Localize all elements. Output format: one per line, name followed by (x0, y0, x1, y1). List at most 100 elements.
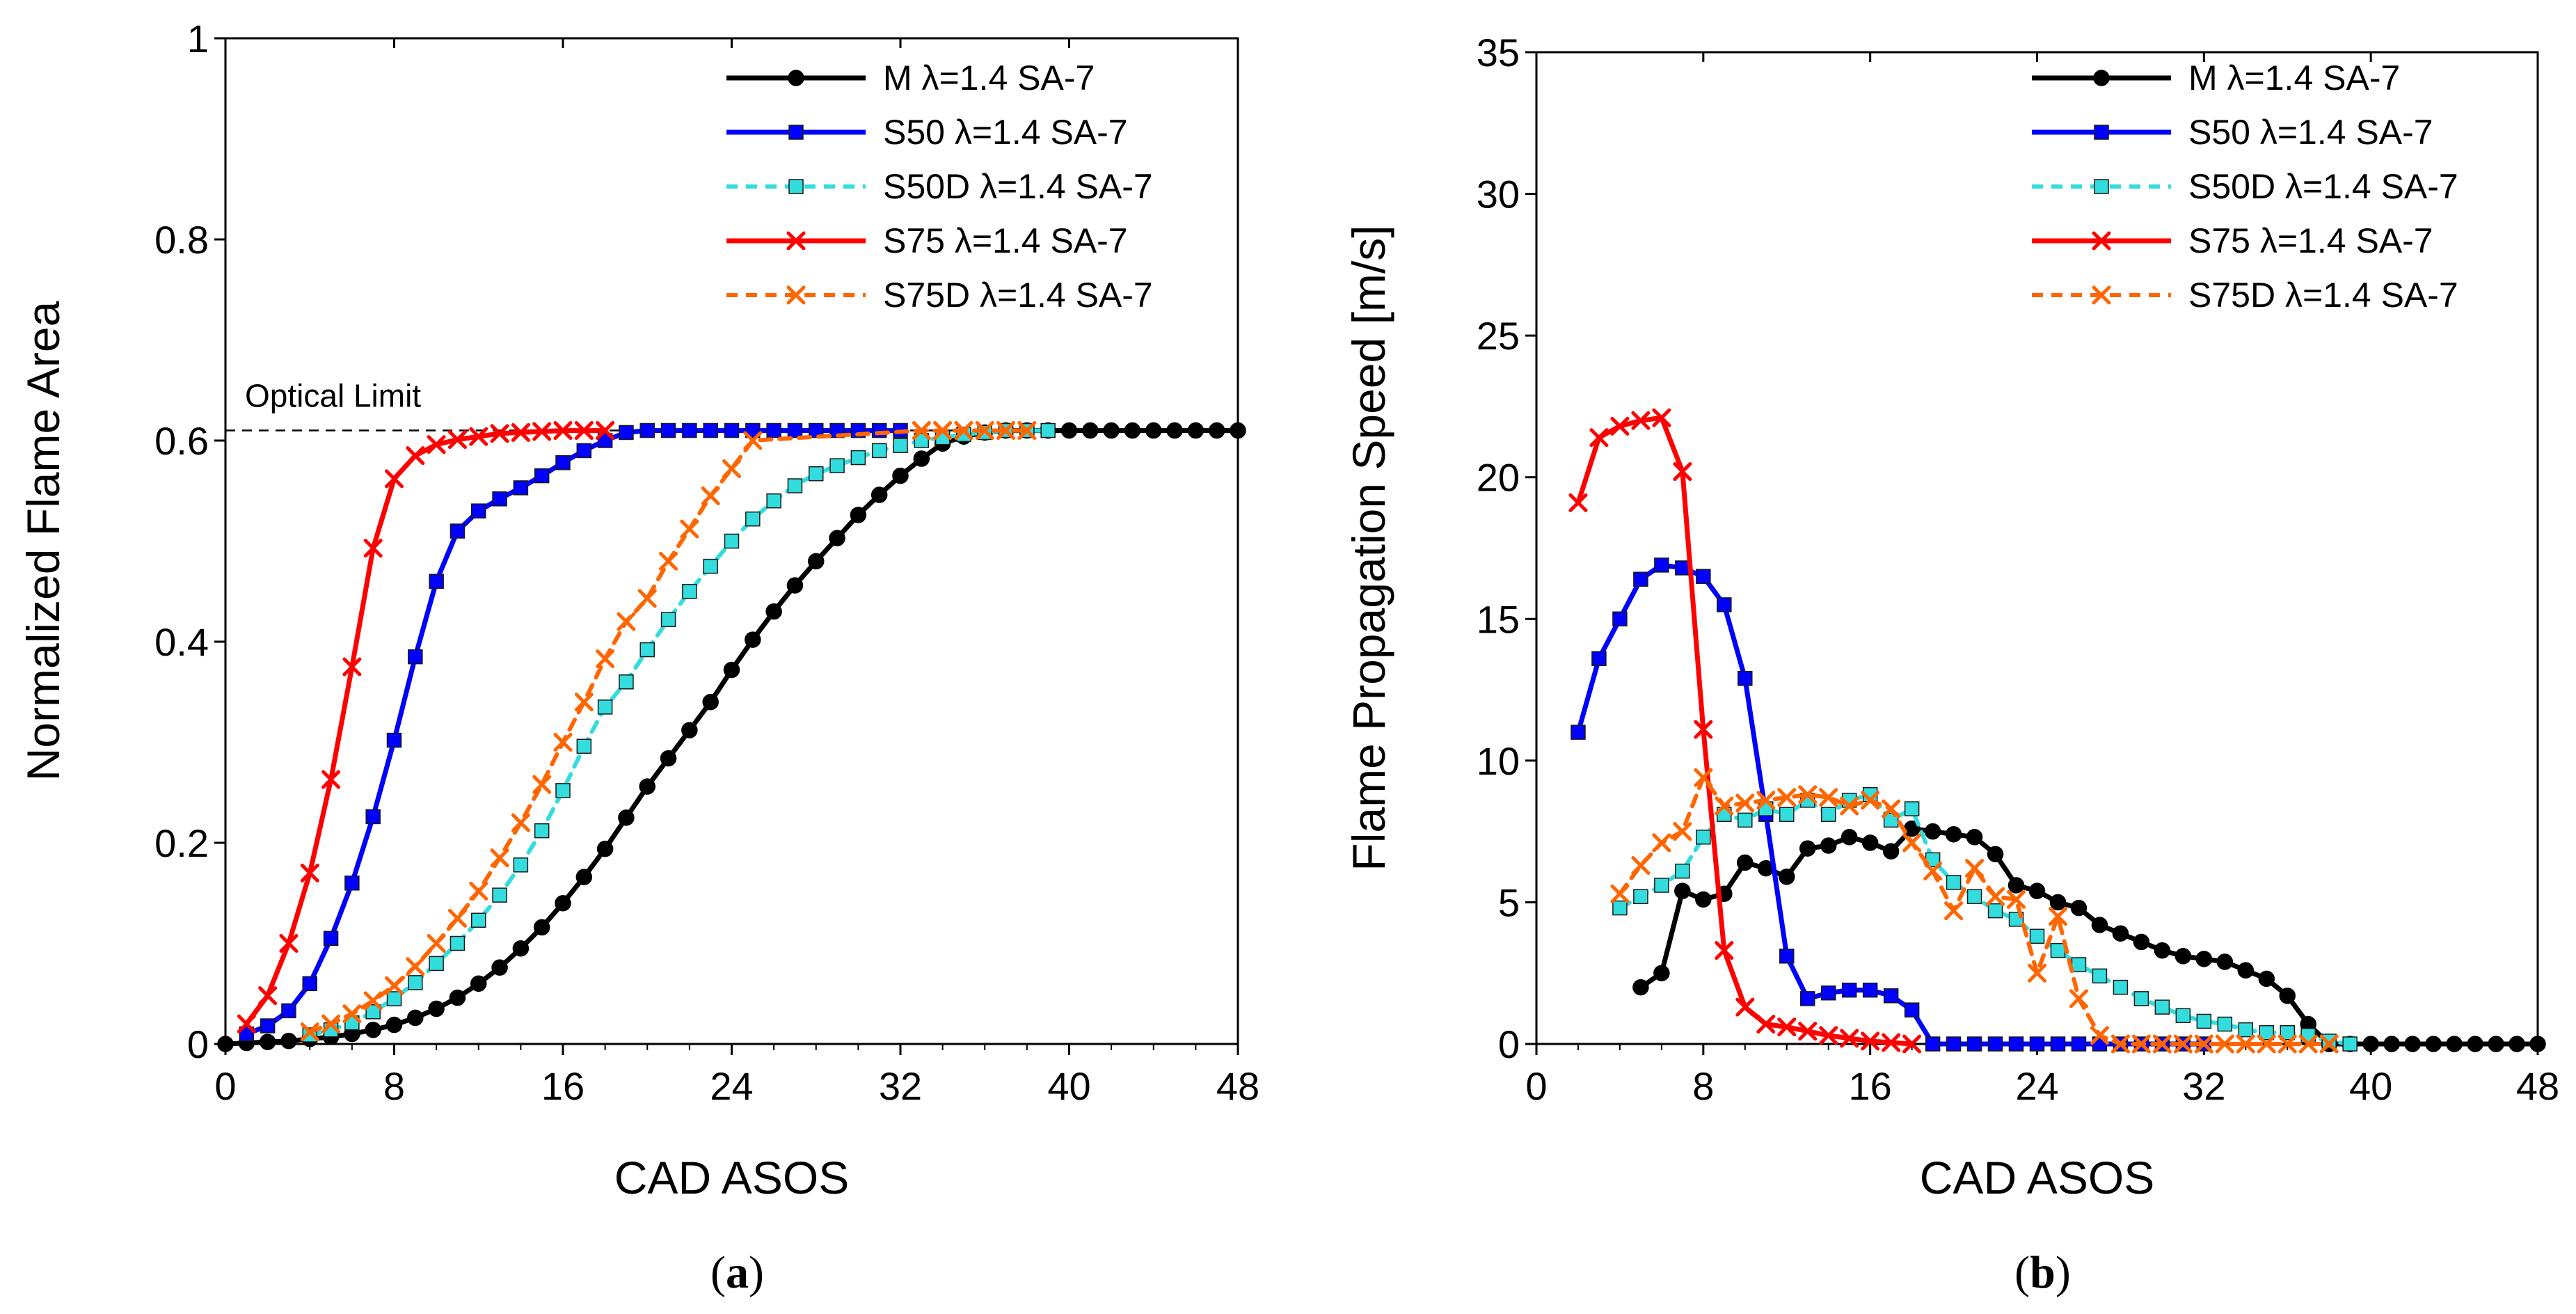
data-point (1696, 569, 1711, 584)
data-point (2008, 1036, 2024, 1052)
legend-item-s75: S75 λ=1.4 SA-7 (726, 221, 1128, 260)
data-point (1756, 1015, 1776, 1034)
legend-label: S75 λ=1.4 SA-7 (2188, 221, 2433, 260)
data-point (449, 989, 466, 1006)
data-point (1945, 825, 1962, 843)
legend-item-s75d: S75D λ=1.4 SA-7 (726, 276, 1153, 315)
y-tick-label: 20 (1477, 456, 1520, 500)
data-point (279, 934, 299, 953)
data-point (237, 1014, 256, 1034)
data-point (1571, 725, 1586, 740)
data-point (511, 422, 530, 442)
x-tick-label: 48 (1216, 1064, 1259, 1108)
caption-paren-open: ( (710, 1247, 726, 1298)
data-point (1715, 941, 1734, 960)
data-point (2467, 1036, 2483, 1052)
data-point (1841, 982, 1857, 998)
legend-item-s50: S50 λ=1.4 SA-7 (726, 113, 1128, 152)
data-point (597, 433, 613, 448)
data-point (596, 649, 615, 669)
legend-label: S75 λ=1.4 SA-7 (883, 221, 1128, 260)
data-point (893, 438, 908, 453)
data-point (597, 699, 613, 715)
x-tick-label: 40 (2349, 1064, 2392, 1108)
data-point (553, 733, 573, 752)
data-point (1882, 799, 1901, 818)
data-point (2446, 1036, 2463, 1052)
data-point (2258, 970, 2275, 988)
data-point (1987, 1036, 2003, 1052)
data-point (2196, 1013, 2212, 1029)
data-point (555, 783, 571, 798)
data-point (260, 1018, 276, 1034)
panel-caption: (b) (2014, 1247, 2071, 1298)
data-point (809, 422, 824, 438)
data-point (680, 519, 699, 539)
x-tick-label: 48 (2516, 1064, 2559, 1108)
data-point (1819, 788, 1838, 807)
data-point (617, 612, 636, 631)
data-point (637, 589, 657, 608)
data-point (2007, 889, 2026, 909)
series-m (1632, 820, 2546, 1052)
data-point (1632, 979, 1649, 996)
data-point (511, 813, 530, 832)
data-point (1738, 812, 1753, 828)
data-point (2133, 933, 2150, 951)
x-tick-label: 16 (541, 1064, 585, 1108)
y-tick-label: 0.4 (154, 620, 209, 664)
data-point (576, 443, 592, 459)
series-s75d (1610, 768, 2339, 1054)
data-point (428, 1000, 445, 1018)
data-point (532, 422, 552, 441)
data-point (281, 1003, 296, 1019)
data-point (365, 1022, 381, 1038)
data-point (490, 848, 509, 868)
data-point (447, 430, 467, 450)
legend-item-s75d: S75D λ=1.4 SA-7 (2032, 276, 2458, 315)
data-point (745, 422, 761, 438)
data-point (2238, 1022, 2254, 1038)
data-point (280, 1032, 297, 1050)
y-axis-title: Normalized Flame Area (17, 301, 69, 781)
data-point (1819, 1026, 1838, 1045)
data-point (2029, 928, 2045, 944)
data-point (575, 869, 593, 885)
data-point (491, 959, 508, 976)
data-point (1904, 801, 1920, 816)
data-point (385, 976, 404, 995)
panel-caption: (a) (710, 1247, 764, 1298)
data-point (300, 1022, 319, 1042)
data-point (2133, 991, 2149, 1006)
data-point (408, 975, 423, 990)
legend-marker (2094, 179, 2109, 194)
x-tick-label: 0 (1525, 1064, 1547, 1108)
data-point (619, 425, 634, 441)
data-point (1103, 422, 1120, 439)
data-point (1124, 422, 1141, 439)
data-point (1208, 422, 1225, 439)
data-point (1777, 1018, 1797, 1037)
data-point (2007, 877, 2025, 894)
data-point (492, 887, 507, 903)
data-point (344, 876, 360, 891)
data-point (321, 770, 341, 789)
data-point (533, 919, 550, 936)
data-point (1923, 862, 1943, 881)
data-point (702, 693, 719, 711)
data-point (385, 1016, 403, 1034)
data-point (850, 450, 866, 466)
data-point (574, 421, 594, 441)
data-point (2279, 988, 2296, 1004)
data-point (1653, 965, 1670, 981)
data-point (2110, 1034, 2130, 1054)
data-point (2509, 1036, 2525, 1052)
data-point (1902, 833, 1922, 853)
data-point (701, 486, 720, 505)
data-point (1738, 671, 1753, 686)
data-point (1612, 900, 1628, 916)
series-line (244, 428, 608, 1027)
data-point (1779, 869, 1795, 885)
data-point (1987, 846, 2004, 862)
data-point (2217, 1016, 2233, 1032)
